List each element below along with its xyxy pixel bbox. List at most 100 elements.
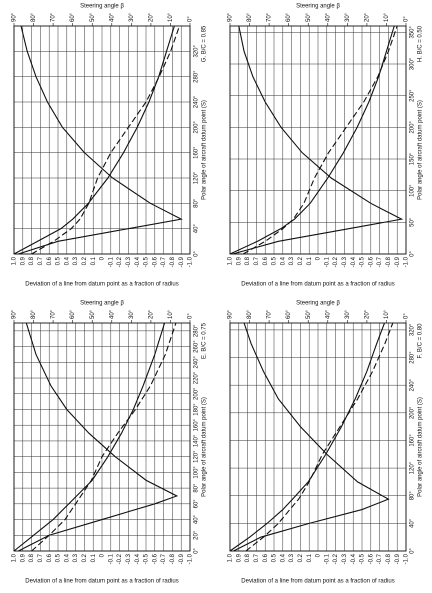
y2-tick-label: 10°	[384, 309, 390, 319]
x-tick-label: 280°	[194, 70, 200, 83]
y-tick-label: -0.5	[144, 553, 150, 564]
y2-tick-label: 80°	[247, 12, 253, 22]
x-tick-label: 100°	[194, 466, 200, 479]
y-tick-label: -0.1	[324, 553, 330, 564]
series-line	[242, 25, 398, 255]
x-tick-label: 0°	[194, 251, 200, 257]
y2-tick-label: 40°	[109, 12, 115, 22]
x-tick-label: 0°	[194, 548, 200, 554]
y2-tick-label: 90°	[228, 309, 234, 319]
x-tick-label: 240°	[194, 95, 200, 108]
x-tick-label: 160°	[194, 418, 200, 431]
y2-tick-label: 60°	[70, 12, 76, 22]
x-tick-label: 120°	[194, 450, 200, 463]
y2-tick-label: 20°	[364, 12, 370, 22]
y-tick-label: -1.0	[404, 553, 410, 564]
y-tick-label: 0	[316, 553, 322, 557]
x-tick-label: 240°	[410, 378, 416, 391]
x-tick-label: 220°	[194, 371, 200, 384]
y2-tick-label: 0°	[404, 313, 410, 319]
plot-frame	[229, 25, 407, 255]
chart-panel: 1.0 0.9 0.8 0.7 0.6 0.5 0.4 0.3 0.2 0.1 0 -0.1 -0.2-…	[12, 301, 208, 585]
y-tick-label: 0.8	[29, 256, 35, 265]
y2-tick-label: 50°	[306, 12, 312, 22]
y-tick-label: -0.1	[108, 553, 114, 564]
series-line	[229, 322, 386, 552]
y-tick-label: -0.9	[395, 553, 401, 564]
y-tick-label: -0.3	[126, 553, 132, 564]
y2-tick-label: 60°	[286, 12, 292, 22]
x-tick-label: 120°	[194, 171, 200, 184]
y2-tick-label: 90°	[12, 309, 18, 319]
y2-tick-label: 10°	[168, 309, 174, 319]
x-axis-title: Polar angle of aircraft datum point (S)	[202, 100, 208, 200]
series-line	[233, 322, 390, 552]
x-axis-title: Polar angle of aircraft datum point (S)	[418, 397, 424, 497]
y-tick-label: 0.2	[298, 256, 304, 265]
y-tick-label: -0.8	[386, 256, 392, 267]
chart-panel: 1.0 0.9 0.8 0.7 0.6 0.5 0.4 0.3 0.2 0.1 0 -0.1 -0.2-…	[228, 4, 424, 288]
x-tick-label: 0°	[410, 251, 416, 257]
x-tick-label: 40°	[194, 514, 200, 524]
y2-tick-label: 60°	[70, 309, 76, 319]
y-tick-label: -0.8	[170, 553, 176, 564]
plot-frame	[229, 322, 407, 552]
y-tick-label: 0.6	[47, 256, 53, 265]
x-tick-label: 160°	[410, 434, 416, 447]
y-tick-label: 0.5	[56, 256, 62, 265]
y-tick-label: -1.0	[188, 256, 194, 267]
x-tick-label: 150°	[410, 152, 416, 165]
y-tick-label: 0.8	[245, 256, 251, 265]
y-tick-label: 0.2	[82, 256, 88, 265]
y2-axis-title: Steering angle β	[296, 301, 340, 307]
y-tick-label: 0.5	[56, 553, 62, 562]
y-axis-title: Deviation of a line from datum point as …	[241, 282, 394, 288]
y2-tick-label: 70°	[51, 12, 57, 22]
y-tick-label: -0.3	[342, 256, 348, 267]
x-tick-label: 0°	[410, 548, 416, 554]
y-tick-label: 1.0	[228, 256, 234, 265]
y-axis-title: Deviation of a line from datum point as …	[25, 282, 178, 288]
y-tick-label: -0.2	[333, 256, 339, 267]
x-tick-label: 200°	[410, 406, 416, 419]
y-tick-label: -0.1	[108, 256, 114, 267]
series-line	[229, 25, 395, 255]
series-line	[245, 322, 394, 552]
y-tick-label: -0.9	[179, 553, 185, 564]
y2-tick-label: 0°	[188, 313, 194, 319]
y2-tick-label: 20°	[364, 309, 370, 319]
y-tick-label: -0.7	[161, 256, 167, 267]
series-line	[18, 25, 183, 255]
y-tick-label: -0.2	[333, 553, 339, 564]
y2-tick-label: 80°	[247, 309, 253, 319]
y-tick-label: 0.8	[245, 553, 251, 562]
y-tick-label: 0.9	[236, 256, 242, 265]
y-tick-label: 0.3	[289, 256, 295, 265]
y2-axis-title: Steering angle β	[296, 4, 340, 10]
y-tick-label: -0.2	[117, 256, 123, 267]
series-line	[31, 322, 177, 552]
y2-tick-label: 70°	[267, 12, 273, 22]
y-tick-label: 0.9	[236, 553, 242, 562]
y-tick-label: -0.4	[351, 256, 357, 267]
y2-tick-label: 30°	[345, 309, 351, 319]
plot-frame	[13, 322, 191, 552]
x-tick-label: 300°	[410, 57, 416, 70]
y-tick-label: -0.6	[368, 553, 374, 564]
y-tick-label: 0.1	[307, 553, 313, 562]
y-tick-label: 1.0	[12, 553, 18, 562]
y-tick-label: 0.9	[20, 553, 26, 562]
y-tick-label: 0.3	[73, 256, 79, 265]
x-tick-label: 80°	[410, 491, 416, 501]
y2-tick-label: 70°	[267, 309, 273, 319]
y2-axis-title: Steering angle β	[80, 4, 124, 10]
x-tick-label: 260°	[194, 340, 200, 353]
y-tick-label: -0.4	[351, 553, 357, 564]
y2-tick-label: 0°	[404, 16, 410, 22]
y-tick-label: -0.2	[117, 553, 123, 564]
x-tick-label: 350°	[410, 26, 416, 39]
y-tick-label: -0.4	[135, 553, 141, 564]
chart-title: E. B/C = 0.75	[202, 322, 208, 359]
y2-tick-label: 0°	[188, 16, 194, 22]
